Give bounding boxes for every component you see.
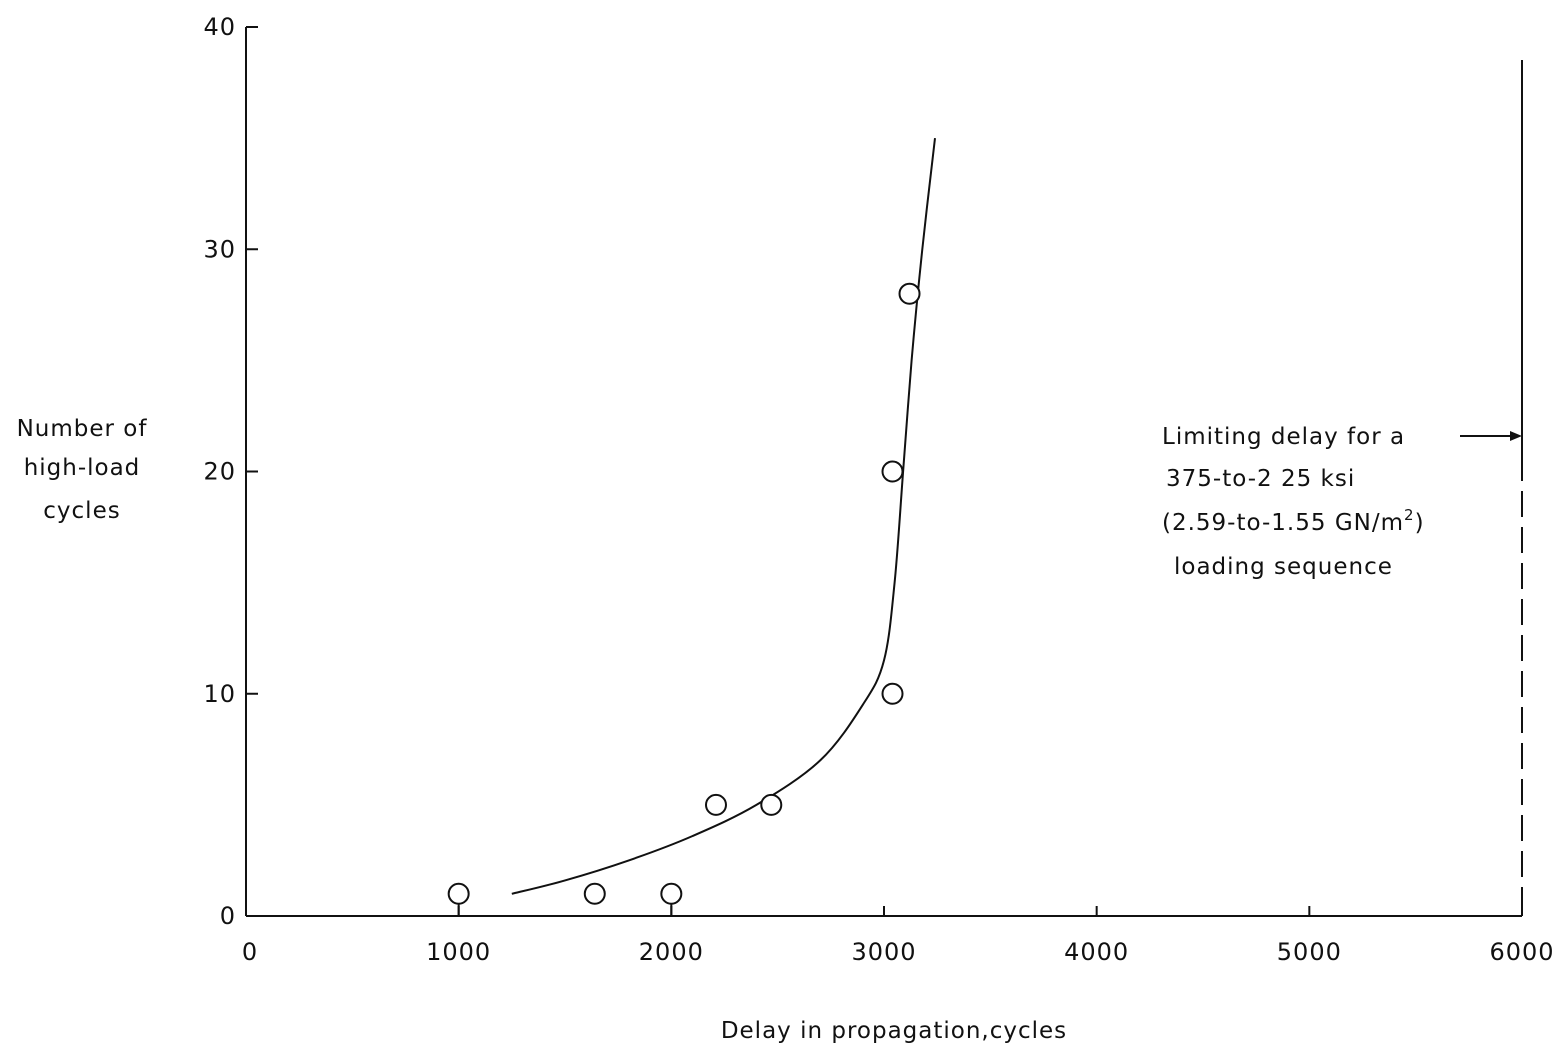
y-tick-label: 30 (203, 235, 236, 263)
y-tick-label: 40 (203, 13, 236, 41)
x-tick-label: 4000 (1064, 938, 1129, 966)
y-tick-label: 20 (203, 458, 236, 486)
annotation: Limiting delay for a 375-to-2 25 ksi (2.… (1162, 424, 1522, 580)
data-point (447, 882, 470, 905)
y-tick-label: 0 (220, 902, 236, 930)
annotation-closing: ) (1415, 510, 1425, 536)
annotation-line-4: loading sequence (1174, 554, 1393, 580)
x-tick-label: 1000 (426, 938, 491, 966)
y-axis-label: Number of high-load cycles (17, 416, 148, 524)
annotation-line-3-text: (2.59-to-1.55 GN/m (1162, 510, 1404, 536)
data-point (760, 793, 783, 816)
data-point (704, 793, 727, 816)
x-tick-label: 3000 (851, 938, 916, 966)
annotation-line-3: (2.59-to-1.55 GN/m2) (1162, 506, 1425, 536)
annotation-arrow-head (1510, 431, 1522, 441)
fit-curve (511, 137, 936, 895)
x-axis-label: Delay in propagation,cycles (721, 1018, 1067, 1044)
y-axis-label-line-1: Number of (17, 416, 148, 442)
data-point (881, 460, 904, 483)
data-point (898, 282, 921, 305)
y-tick-label: 10 (203, 680, 236, 708)
x-tick-label: 2000 (639, 938, 704, 966)
data-point (583, 882, 606, 905)
data-point (660, 882, 683, 905)
x-tick-label: 5000 (1277, 938, 1342, 966)
annotation-line-1: Limiting delay for a (1162, 424, 1405, 450)
x-tick-label: 6000 (1489, 938, 1554, 966)
annotation-superscript: 2 (1404, 506, 1415, 524)
x-tick-label: 0 (242, 938, 258, 966)
y-axis-label-line-2: high-load (24, 455, 141, 481)
annotation-line-2: 375-to-2 25 ksi (1166, 466, 1355, 492)
y-axis-label-line-3: cycles (43, 498, 120, 524)
data-point (881, 682, 904, 705)
marks (447, 60, 1523, 916)
